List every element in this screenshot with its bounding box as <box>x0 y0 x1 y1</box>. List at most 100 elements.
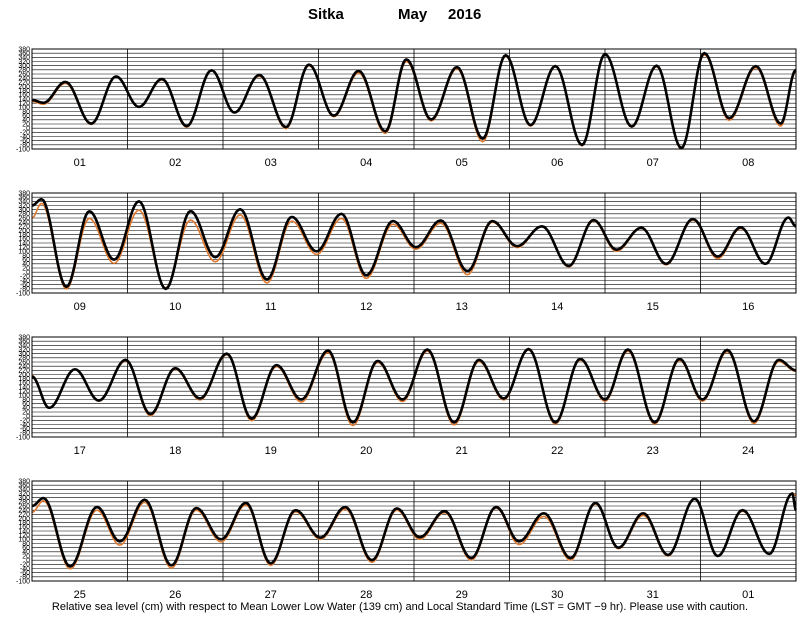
y-tick-label: 260 <box>18 359 30 366</box>
y-tick-label: 120 <box>18 532 30 539</box>
x-tick-label: 05 <box>456 157 468 169</box>
y-tick-label: 300 <box>18 351 30 358</box>
y-tick-label: 160 <box>18 92 30 99</box>
y-tick-label: 240 <box>18 75 30 82</box>
y-tick-label: 60 <box>22 401 30 408</box>
x-tick-label: 19 <box>265 445 277 457</box>
y-tick-label: 240 <box>18 219 30 226</box>
y-tick-label: 360 <box>18 194 30 201</box>
x-tick-label: 06 <box>551 157 563 169</box>
y-tick-label: 100 <box>18 105 30 112</box>
y-tick-label: 160 <box>18 380 30 387</box>
observed-series-line <box>31 197 797 291</box>
y-tick-label: 260 <box>18 503 30 510</box>
x-tick-label: 17 <box>74 445 86 457</box>
chart-title: Sitka May 2016 <box>0 2 800 28</box>
y-tick-label: 0 <box>26 125 30 132</box>
y-tick-label: 80 <box>22 253 30 260</box>
y-tick-label: 120 <box>18 100 30 107</box>
y-tick-label: 320 <box>18 203 30 210</box>
y-tick-label: -100 <box>16 434 30 441</box>
y-tick-label: 360 <box>18 482 30 489</box>
y-tick-label: 120 <box>18 244 30 251</box>
x-tick-label: 22 <box>551 445 563 457</box>
y-tick-label: 180 <box>18 88 30 95</box>
x-tick-label: 12 <box>360 301 372 313</box>
x-tick-label: 25 <box>74 589 86 601</box>
x-tick-label: 20 <box>360 445 372 457</box>
y-tick-label: 280 <box>18 67 30 74</box>
y-tick-label: 20 <box>22 265 30 272</box>
y-tick-label: 220 <box>18 512 30 519</box>
y-tick-label: 80 <box>22 109 30 116</box>
y-tick-label: -100 <box>16 146 30 153</box>
y-tick-label: -80 <box>20 574 30 581</box>
x-tick-label: 26 <box>169 589 181 601</box>
x-tick-label: 07 <box>647 157 659 169</box>
x-tick-label: 01 <box>742 589 754 601</box>
y-tick-label: -60 <box>20 426 30 433</box>
y-tick-label: 100 <box>18 249 30 256</box>
panel-frame <box>31 480 797 582</box>
y-tick-label: 320 <box>18 347 30 354</box>
x-tick-label: 09 <box>74 301 86 313</box>
y-tick-label: -20 <box>20 562 30 569</box>
y-tick-label: 0 <box>26 413 30 420</box>
y-tick-label: 380 <box>18 478 30 485</box>
x-tick-label: 21 <box>456 445 468 457</box>
y-tick-label: -40 <box>20 134 30 141</box>
x-tick-label: 13 <box>456 301 468 313</box>
y-tick-label: 260 <box>18 215 30 222</box>
y-tick-label: 240 <box>18 507 30 514</box>
y-tick-label: 380 <box>18 334 30 341</box>
x-tick-label: 14 <box>551 301 563 313</box>
x-tick-label: 24 <box>742 445 754 457</box>
y-tick-label: 340 <box>18 55 30 62</box>
y-tick-label: 160 <box>18 524 30 531</box>
y-tick-label: 300 <box>18 495 30 502</box>
y-tick-label: -60 <box>20 570 30 577</box>
footer-note: Relative sea level (cm) with respect to … <box>51 601 749 613</box>
x-tick-label: 23 <box>647 445 659 457</box>
y-tick-label: 20 <box>22 121 30 128</box>
y-tick-label: 180 <box>18 232 30 239</box>
y-tick-label: 220 <box>18 80 30 87</box>
y-tick-label: 80 <box>22 397 30 404</box>
y-tick-label: 340 <box>18 487 30 494</box>
y-tick-label: 260 <box>18 71 30 78</box>
y-tick-label: -80 <box>20 430 30 437</box>
observed-series-line <box>31 51 797 150</box>
y-tick-label: 60 <box>22 545 30 552</box>
y-tick-label: 360 <box>18 338 30 345</box>
y-tick-label: 0 <box>26 269 30 276</box>
panel-frame <box>31 192 797 294</box>
x-tick-label: 28 <box>360 589 372 601</box>
y-tick-label: 320 <box>18 491 30 498</box>
y-tick-label: -60 <box>20 282 30 289</box>
title-year: 2016 <box>448 6 482 23</box>
x-tick-label: 04 <box>360 157 372 169</box>
y-tick-label: -60 <box>20 138 30 145</box>
y-tick-label: 360 <box>18 50 30 57</box>
y-tick-label: 380 <box>18 190 30 197</box>
x-tick-label: 01 <box>74 157 86 169</box>
y-tick-label: 280 <box>18 499 30 506</box>
x-tick-label: 03 <box>265 157 277 169</box>
y-tick-label: 280 <box>18 211 30 218</box>
y-tick-label: 40 <box>22 549 30 556</box>
y-tick-label: 280 <box>18 355 30 362</box>
title-month: May <box>398 6 428 23</box>
y-tick-label: -100 <box>16 578 30 585</box>
x-tick-label: 31 <box>647 589 659 601</box>
x-tick-label: 10 <box>169 301 181 313</box>
y-tick-label: 240 <box>18 363 30 370</box>
y-tick-label: 220 <box>18 224 30 231</box>
y-tick-label: 200 <box>18 516 30 523</box>
y-tick-label: -40 <box>20 422 30 429</box>
y-tick-label: 200 <box>18 372 30 379</box>
y-tick-label: 300 <box>18 63 30 70</box>
y-tick-label: 200 <box>18 228 30 235</box>
y-tick-label: 220 <box>18 368 30 375</box>
y-tick-label: 380 <box>18 46 30 53</box>
